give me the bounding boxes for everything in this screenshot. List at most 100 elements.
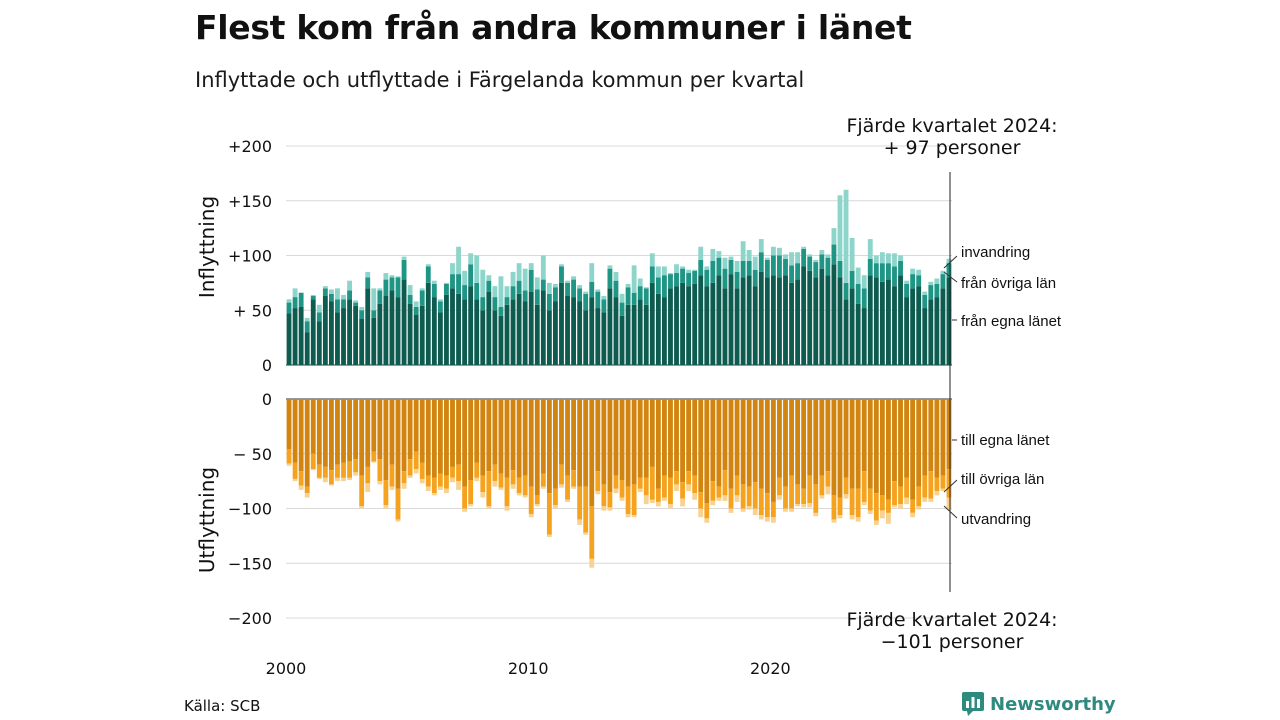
bar-till-egna-lanet [655, 399, 661, 489]
bar-till-ovriga-lan [510, 470, 516, 485]
bar-fran-egna-lanet [770, 275, 776, 365]
bar-till-ovriga-lan [431, 477, 437, 494]
bar-till-ovriga-lan [746, 486, 752, 507]
bar-invandring [813, 259, 819, 263]
bar-till-egna-lanet [819, 399, 825, 476]
bar-fran-egna-lanet [310, 299, 316, 365]
bar-fran-egna-lanet [419, 305, 425, 365]
bar-utvandring [740, 508, 746, 512]
bar-fran-egna-lanet [516, 293, 522, 365]
bar-fran-egna-lanet [474, 299, 480, 365]
bar-fran-egna-lanet [686, 286, 692, 365]
bar-fran-egna-lanet [795, 279, 801, 365]
bar-utvandring [710, 500, 716, 506]
bar-invandring [444, 282, 449, 284]
bar-invandring [450, 263, 455, 275]
bar-invandring [431, 280, 437, 284]
bar-till-ovriga-lan [595, 471, 601, 491]
bar-till-egna-lanet [613, 399, 619, 476]
bar-fran-egna-lanet [692, 283, 698, 365]
bar-invandring [595, 289, 601, 292]
bar-fran-ovriga-lan [413, 306, 419, 315]
bar-fran-egna-lanet [819, 268, 825, 365]
bar-till-egna-lanet [540, 399, 546, 474]
bar-till-ovriga-lan [559, 464, 564, 485]
bar-invandring [316, 304, 322, 313]
bar-utvandring [940, 488, 946, 491]
bar-invandring [389, 275, 395, 278]
bar-fran-egna-lanet [849, 288, 855, 365]
bar-utvandring [486, 506, 492, 509]
bar-till-egna-lanet [674, 399, 679, 472]
bar-till-ovriga-lan [716, 486, 722, 498]
bar-fran-egna-lanet [801, 266, 807, 365]
bar-utvandring [704, 518, 710, 523]
bar-invandring [734, 260, 740, 272]
bar-invandring [613, 271, 619, 281]
bar-till-egna-lanet [322, 399, 328, 467]
bar-utvandring [843, 494, 849, 499]
bar-till-ovriga-lan [462, 486, 468, 509]
bar-till-ovriga-lan [359, 475, 365, 507]
bar-till-ovriga-lan [498, 473, 504, 488]
bar-fran-egna-lanet [661, 297, 667, 365]
bar-fran-ovriga-lan [559, 266, 564, 283]
bar-invandring [873, 255, 879, 264]
bar-fran-egna-lanet [401, 279, 407, 365]
bar-invandring [534, 277, 540, 290]
bar-fran-egna-lanet [589, 297, 595, 365]
bar-fran-egna-lanet [498, 315, 504, 365]
bar-fran-egna-lanet [740, 277, 746, 365]
bar-invandring [401, 256, 407, 260]
bar-fran-ovriga-lan [758, 252, 764, 272]
bar-till-ovriga-lan [607, 492, 613, 508]
y-tick-label-bottom: −200 [228, 609, 272, 628]
bar-utvandring [534, 504, 540, 507]
bar-fran-ovriga-lan [450, 274, 455, 289]
chart-subtitle: Inflyttade och utflyttade i Färgelanda k… [195, 68, 805, 92]
bar-invandring [770, 246, 776, 256]
bar-till-ovriga-lan [867, 488, 873, 511]
legend-label-fran-ovriga-lan: från övriga län [961, 275, 1056, 292]
bar-invandring [437, 299, 443, 302]
bar-utvandring [680, 498, 685, 507]
bar-till-egna-lanet [831, 399, 837, 496]
bar-utvandring [655, 501, 661, 507]
bar-fran-egna-lanet [601, 312, 607, 365]
bar-fran-egna-lanet [486, 291, 492, 365]
bar-utvandring [892, 505, 897, 508]
bar-till-ovriga-lan [819, 475, 825, 496]
bar-fran-egna-lanet [892, 286, 897, 365]
bar-fran-ovriga-lan [371, 310, 377, 318]
bar-utvandring [292, 478, 298, 482]
bar-fran-ovriga-lan [601, 299, 607, 313]
bar-till-egna-lanet [728, 399, 734, 489]
bar-fran-ovriga-lan [589, 281, 595, 298]
bar-fran-ovriga-lan [886, 263, 891, 280]
bar-invandring [395, 276, 401, 278]
bar-fran-egna-lanet [855, 303, 861, 365]
bar-fran-egna-lanet [898, 275, 903, 365]
bar-till-ovriga-lan [843, 477, 849, 495]
bar-till-ovriga-lan [395, 488, 401, 520]
bar-invandring [480, 269, 486, 298]
legend-leader-till-ovriga-lan [943, 479, 958, 493]
y-axis-label-utflyttning: Utflyttning [195, 467, 219, 573]
bar-till-egna-lanet [601, 399, 607, 485]
bar-invandring [571, 276, 577, 280]
legend-label-fran-egna-lanet: från egna länet [961, 313, 1062, 330]
bar-till-ovriga-lan [571, 470, 577, 487]
bar-till-egna-lanet [813, 399, 819, 485]
bar-fran-ovriga-lan [571, 279, 577, 298]
bar-till-ovriga-lan [879, 495, 885, 511]
bar-till-egna-lanet [607, 399, 613, 493]
bar-till-ovriga-lan [758, 488, 764, 516]
bar-fran-egna-lanet [643, 304, 649, 365]
bar-invandring [892, 253, 897, 267]
bar-utvandring [807, 503, 813, 508]
bar-till-egna-lanet [879, 399, 885, 496]
bar-till-egna-lanet [583, 399, 589, 487]
bar-till-egna-lanet [589, 399, 595, 507]
bar-invandring [498, 276, 504, 307]
bar-invandring [353, 300, 359, 303]
